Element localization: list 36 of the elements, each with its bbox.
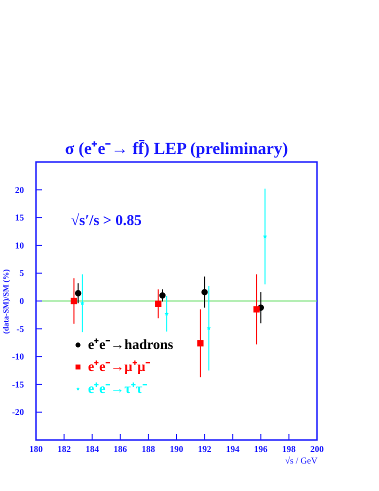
y-tick-label: 5 [20, 268, 24, 278]
point [155, 300, 162, 307]
x-tick-label: 180 [29, 444, 44, 454]
x-axis-title: √s / GeV [285, 456, 318, 466]
legend-label: e⁺e⁻→μ⁺μ⁻ [88, 360, 150, 375]
point [74, 290, 82, 296]
x-tick-label: 198 [282, 444, 296, 454]
chart-title: σ (e⁺e⁻→ ff̄) LEP (preliminary) [65, 139, 288, 158]
x-tick-label: 186 [114, 444, 128, 454]
legend-label: e⁺e⁻→hadrons [88, 338, 174, 353]
x-tick-label: 188 [142, 444, 156, 454]
y-tick-label: -5 [16, 324, 24, 334]
x-tick-label: 190 [170, 444, 184, 454]
point [206, 326, 211, 330]
point [253, 306, 260, 313]
x-tick-label: 182 [57, 444, 72, 454]
point [197, 340, 204, 346]
y-tick-label: -10 [12, 352, 24, 362]
point [159, 292, 166, 299]
y-tick-label: 10 [15, 240, 24, 250]
x-tick-label: 196 [254, 444, 268, 454]
x-tick-label: 192 [198, 444, 212, 454]
y-tick-label: -20 [12, 407, 24, 418]
legend-label: e⁺e⁻→τ⁺τ⁻ [88, 382, 148, 397]
y-tick-label: 20 [15, 184, 24, 195]
y-tick-label: 15 [15, 212, 24, 223]
x-tick-label: 184 [85, 444, 100, 454]
point [70, 298, 78, 304]
y-axis-title: (data-SM)/SM (%) [2, 268, 10, 334]
point [164, 312, 169, 316]
y-tick-label: 0 [20, 296, 24, 306]
x-tick-label: 200 [310, 444, 324, 454]
x-tick-label: 194 [226, 444, 240, 454]
annotation: √s′/s > 0.85 [71, 213, 142, 229]
y-tick-label: -15 [12, 379, 24, 390]
point [201, 288, 208, 296]
